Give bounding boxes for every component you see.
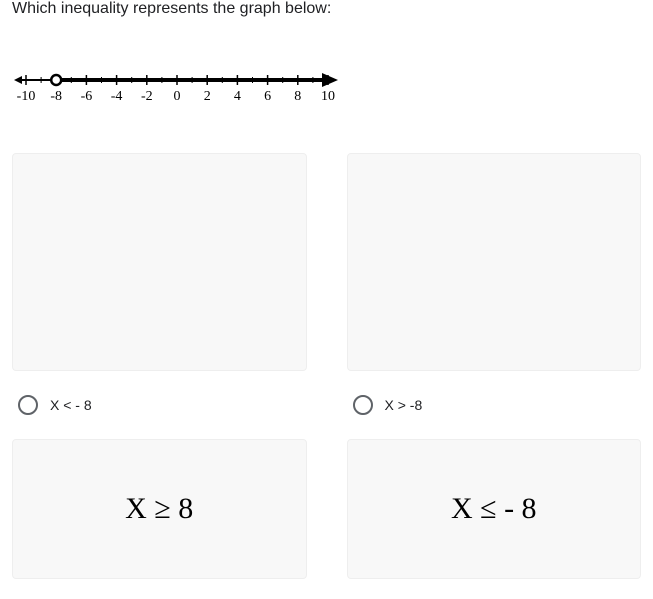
svg-text:-10: -10 — [17, 89, 36, 104]
option-b-image[interactable] — [347, 153, 642, 371]
svg-text:8: 8 — [294, 89, 301, 104]
svg-text:-6: -6 — [81, 89, 93, 104]
option-b-radio-row[interactable]: X > -8 — [347, 395, 642, 415]
number-line-graph: -10 -8 -6 -4 -2 0 2 4 6 8 10 — [0, 68, 653, 113]
option-c-expression: X ≥ 8 — [125, 492, 193, 526]
question-text: Which inequality represents the graph be… — [0, 0, 653, 18]
option-d-expression: X ≤ - 8 — [451, 492, 537, 526]
option-a-image[interactable] — [12, 153, 307, 371]
svg-text:10: 10 — [321, 89, 335, 104]
options-grid: X < - 8 X > -8 X ≥ 8 X ≤ - 8 — [0, 153, 653, 579]
radio-icon — [353, 395, 373, 415]
svg-text:-4: -4 — [111, 89, 123, 104]
svg-text:2: 2 — [204, 89, 211, 104]
option-a-label: X < - 8 — [50, 397, 92, 413]
svg-text:6: 6 — [264, 89, 271, 104]
svg-text:4: 4 — [234, 89, 241, 104]
option-b-label: X > -8 — [385, 397, 423, 413]
svg-text:-2: -2 — [141, 89, 153, 104]
option-d-image[interactable]: X ≤ - 8 — [347, 439, 642, 579]
option-a-radio-row[interactable]: X < - 8 — [12, 395, 307, 415]
svg-text:-8: -8 — [50, 89, 62, 104]
svg-text:0: 0 — [174, 89, 181, 104]
option-c-image[interactable]: X ≥ 8 — [12, 439, 307, 579]
radio-icon — [18, 395, 38, 415]
